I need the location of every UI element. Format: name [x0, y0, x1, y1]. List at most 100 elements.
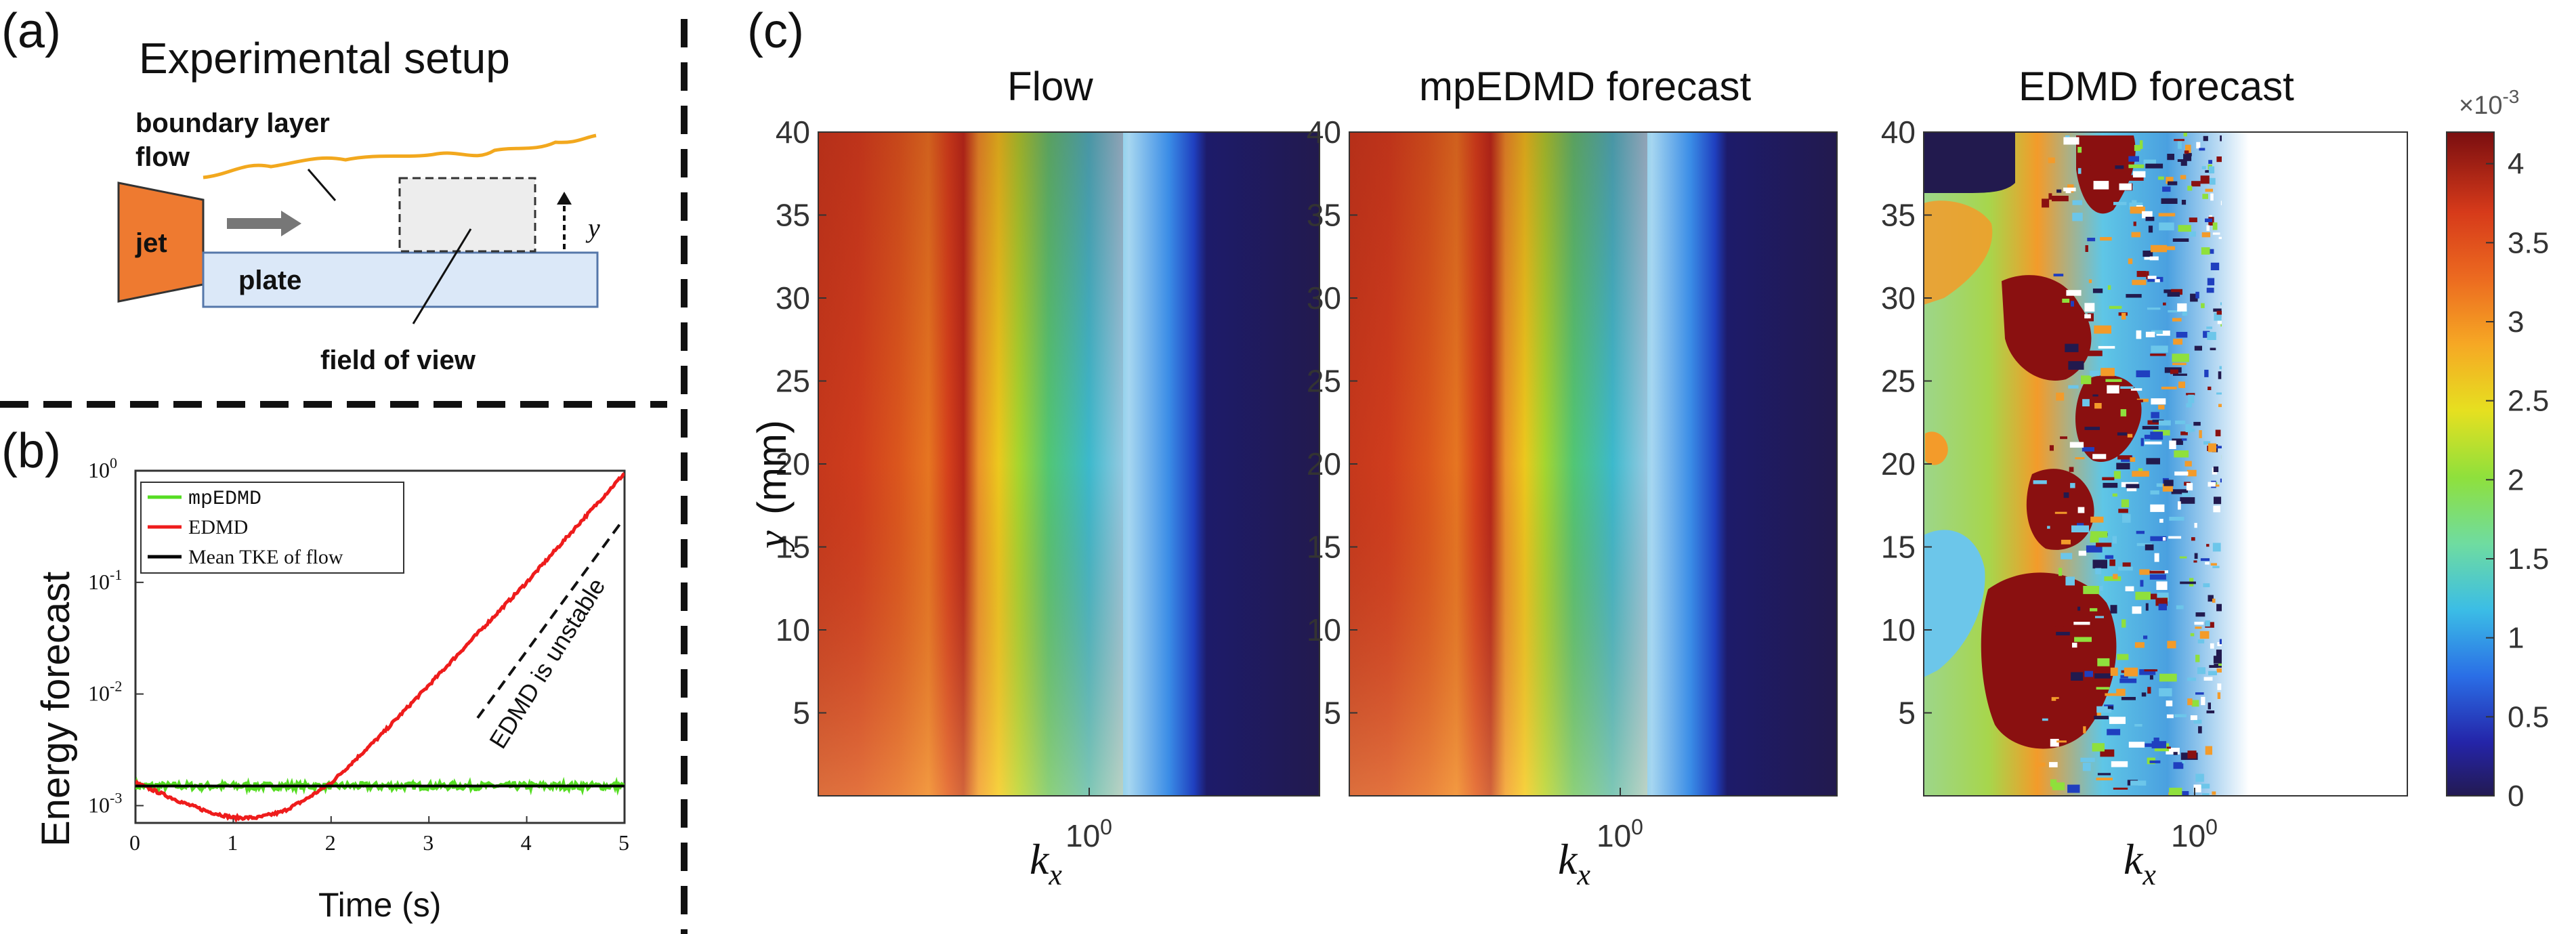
edmd-noise-speck [2105, 379, 2122, 382]
edmd-noise-speck [2197, 639, 2205, 643]
edmd-noise-speck [2213, 656, 2222, 664]
edmd-noise-speck [2144, 669, 2158, 672]
edmd-noise-speck [2077, 523, 2084, 526]
edmd-noise-speck [2221, 454, 2222, 460]
energy-ytick-base: 10 [88, 570, 110, 594]
edmd-noise-speck [2058, 568, 2063, 576]
edmd-noise-speck [2178, 140, 2182, 149]
edmd-noise-speck [2191, 181, 2201, 187]
edmd-noise-speck [2063, 137, 2079, 145]
edmd-noise-speck [2138, 468, 2143, 473]
edmd-noise-speck [2206, 225, 2210, 231]
edmd-noise-speck [2126, 484, 2140, 488]
edmd-noise-speck [2216, 392, 2222, 395]
plate-body [202, 251, 599, 308]
heatmap-mpedmd [1349, 131, 1838, 797]
edmd-noise-speck [2062, 312, 2075, 316]
edmd-noise-speck [2180, 431, 2188, 436]
edmd-noise-speck [2195, 773, 2204, 782]
edmd-noise-speck [2195, 612, 2205, 617]
field-of-view-label: field of view [320, 345, 476, 375]
edmd-noise-speck [2102, 477, 2115, 481]
edmd-noise-speck [2121, 499, 2129, 507]
edmd-noise-speck [2130, 388, 2142, 391]
edmd-noise-speck [2200, 784, 2210, 789]
edmd-noise-speck [2128, 156, 2139, 162]
heatmap-xtick-exponent: 0 [1100, 815, 1112, 839]
edmd-noise-speck [2053, 274, 2064, 277]
edmd-noise-speck [2100, 237, 2112, 241]
heatmap-flow-shading [818, 132, 1123, 796]
edmd-noise-speck [2186, 403, 2192, 408]
edmd-noise-speck [2154, 553, 2159, 562]
legend-label-mpedmd: mpEDMD [188, 488, 261, 511]
panel-label-a: (a) [1, 4, 61, 58]
edmd-noise-speck [2187, 698, 2193, 706]
edmd-noise-speck [2210, 643, 2214, 649]
colorbar: ×10-3 4 3.5 3 2.5 2 1.5 1 0.5 0 [2446, 86, 2549, 813]
edmd-noise-speck [2048, 193, 2052, 200]
edmd-noise-speck [2100, 368, 2115, 377]
edmd-noise-speck [2220, 135, 2222, 142]
edmd-noise-speck [2136, 271, 2147, 277]
heatmap-ytick-label: 30 [1881, 280, 1916, 316]
colorbar-tick-label: 3.5 [2508, 226, 2549, 259]
edmd-noise-speck [2187, 677, 2196, 681]
edmd-noise-speck [2172, 438, 2183, 445]
edmd-noise-speck [2213, 505, 2220, 513]
edmd-noise-speck [2180, 175, 2187, 179]
edmd-noise-speck [2145, 603, 2149, 611]
edmd-noise-speck [2077, 146, 2082, 153]
edmd-noise-speck [2149, 570, 2165, 574]
edmd-noise-speck [2221, 367, 2222, 372]
edmd-noise-speck [2218, 404, 2222, 407]
energy-xtick-label: 1 [227, 830, 238, 855]
heatmap-ytick-label: 40 [1881, 114, 1916, 150]
energy-ytick-label: 10-3 [88, 789, 122, 817]
edmd-noise-speck [2047, 526, 2050, 529]
edmd-noise-speck [2212, 791, 2216, 795]
edmd-noise-speck [2132, 471, 2149, 477]
edmd-noise-speck [2115, 165, 2124, 169]
edmd-noise-speck [2187, 186, 2193, 191]
edmd-noise-speck [2167, 292, 2180, 297]
edmd-noise-speck [2219, 639, 2222, 645]
colorbar-tick-label: 1.5 [2508, 543, 2549, 576]
edmd-noise-speck [2066, 290, 2082, 296]
edmd-noise-speck [2151, 398, 2166, 405]
edmd-noise-speck [2168, 536, 2182, 539]
edmd-noise-speck [2170, 369, 2178, 375]
edmd-noise-speck [2197, 667, 2205, 675]
edmd-noise-speck [2163, 246, 2175, 251]
energy-series [135, 472, 625, 823]
edmd-noise-speck [2087, 238, 2096, 242]
edmd-noise-speck [2191, 700, 2199, 707]
edmd-noise-speck [2052, 196, 2069, 202]
edmd-noise-speck [2181, 200, 2187, 205]
edmd-noise-speck [2120, 675, 2128, 679]
edmd-noise-speck [2124, 667, 2138, 677]
heatmap-title-flow: Flow [1007, 64, 1093, 109]
heatmap-ytick-label: 20 [776, 446, 810, 482]
edmd-noise-speck [2208, 166, 2215, 173]
edmd-noise-speck [2132, 280, 2147, 285]
edmd-noise-speck [2218, 236, 2222, 239]
edmd-noise-speck [2158, 603, 2167, 611]
edmd-noise-speck [2206, 287, 2214, 293]
jet-label: jet [135, 228, 167, 258]
edmd-noise-speck [2220, 478, 2222, 483]
edmd-noise-speck [2189, 231, 2196, 237]
edmd-noise-speck [2217, 318, 2222, 324]
edmd-noise-speck [2082, 763, 2091, 771]
edmd-noise-speck [2156, 581, 2168, 590]
edmd-noise-speck [2069, 442, 2084, 448]
edmd-noise-speck [2113, 787, 2128, 790]
edmd-noise-speck [2122, 562, 2131, 568]
edmd-noise-speck [2201, 303, 2205, 308]
edmd-noise-speck [2071, 525, 2089, 532]
edmd-noise-speck [2206, 326, 2212, 329]
edmd-noise-speck [2205, 620, 2210, 627]
edmd-noise-speck [2077, 168, 2082, 174]
edmd-noise-speck [2061, 539, 2071, 545]
